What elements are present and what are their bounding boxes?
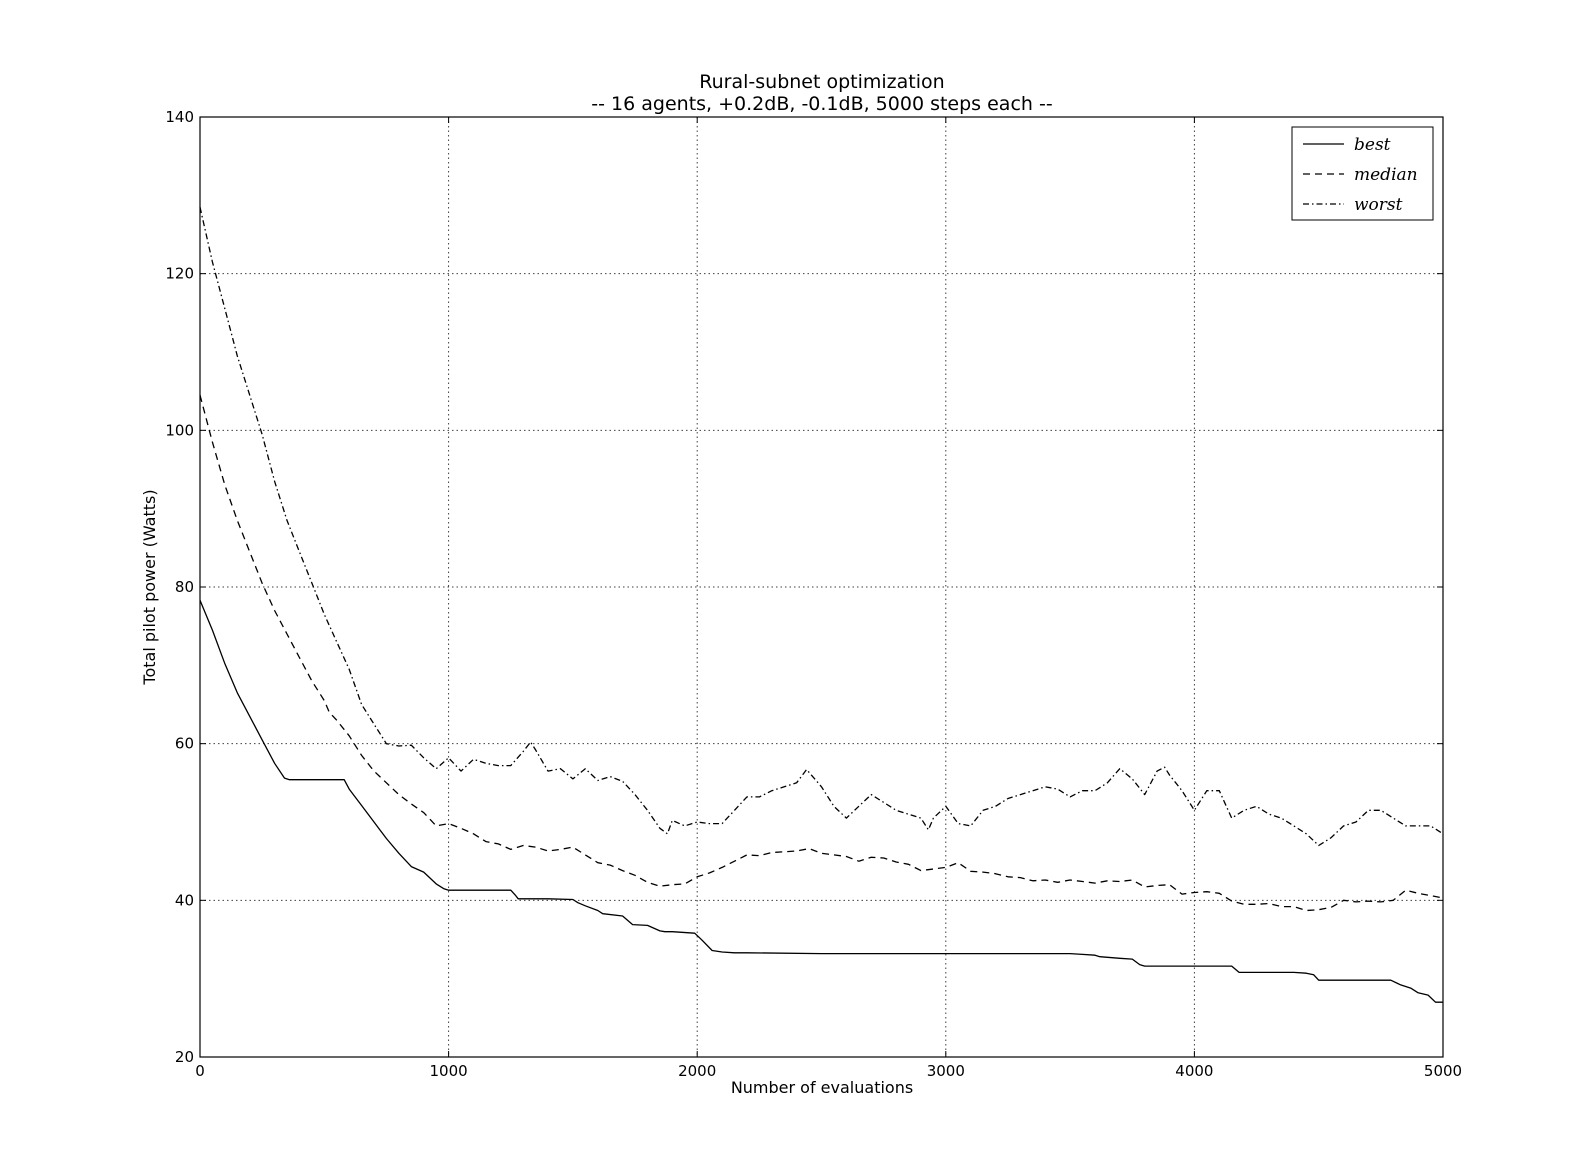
chart-title: Rural-subnet optimization [699,71,944,93]
y-tick-label: 20 [175,1048,194,1066]
x-tick-label: 1000 [430,1062,468,1080]
x-axis-ticks: 0 1000 2000 3000 4000 5000 [195,117,1462,1080]
grid-lines [200,117,1443,1057]
y-axis-ticks: 20 40 60 80 100 120 140 [165,108,1443,1066]
x-tick-label: 3000 [927,1062,965,1080]
x-tick-label: 5000 [1424,1062,1462,1080]
series-line-worst [199,206,1444,847]
series-lines [199,206,1444,1003]
series-line-median [199,394,1444,912]
y-tick-label: 100 [165,421,194,439]
y-tick-label: 140 [165,108,194,126]
legend-label-median: median [1354,165,1418,185]
y-tick-label: 60 [175,735,194,753]
y-tick-label: 120 [165,265,194,283]
x-tick-label: 2000 [678,1062,716,1080]
x-tick-label: 4000 [1175,1062,1213,1080]
legend-label-worst: worst [1354,195,1403,215]
series-line-best [199,600,1443,1003]
x-axis-label: Number of evaluations [731,1078,913,1097]
y-tick-label: 40 [175,891,194,909]
y-tick-label: 80 [175,578,194,596]
chart-subtitle: -- 16 agents, +0.2dB, -0.1dB, 5000 steps… [591,93,1052,115]
legend-label-best: best [1354,135,1391,155]
x-tick-label: 0 [195,1062,205,1080]
y-axis-label: Total pilot power (Watts) [140,489,159,685]
legend: best median worst [1291,126,1434,221]
